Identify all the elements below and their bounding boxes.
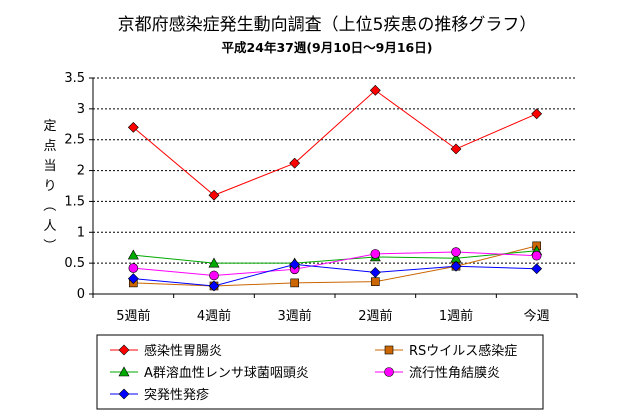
data-point-series-1 <box>208 189 220 201</box>
y-axis-label-char: 人 <box>43 219 56 234</box>
y-axis-label-char: 点 <box>43 139 56 154</box>
data-point-series-3 <box>127 249 139 260</box>
series-group <box>127 84 543 292</box>
legend-label: A群溶血性レンサ球菌咽頭炎 <box>144 366 309 381</box>
legend-marker <box>118 366 130 377</box>
data-point-series-3 <box>208 257 220 268</box>
x-tick-label: 1週前 <box>439 308 473 324</box>
x-tick-label: 3週前 <box>278 308 312 324</box>
data-point-series-5 <box>208 280 220 292</box>
y-axis-label-char: ） <box>41 238 56 251</box>
data-point-series-5 <box>289 258 301 270</box>
data-point-series-1 <box>531 108 543 120</box>
data-point-series-5 <box>127 273 139 284</box>
y-tick-label: 2 <box>77 164 85 179</box>
y-tick-label: 2.5 <box>64 133 85 148</box>
x-tick-label: 5週前 <box>116 308 150 324</box>
data-point-series-1 <box>450 143 462 155</box>
x-tick-labels: 5週前 4週前 3週前 2週前 1週前 今週 <box>116 308 549 324</box>
data-point-series-1 <box>369 84 381 96</box>
data-point-series-1 <box>127 121 139 133</box>
legend-box <box>96 334 544 410</box>
data-point-series-4 <box>370 249 381 259</box>
series-line-2 <box>133 245 537 287</box>
data-point-series-4 <box>209 270 219 281</box>
data-point-series-5 <box>369 266 381 278</box>
series-line-1 <box>133 89 537 196</box>
y-tick-label: 1 <box>77 225 85 240</box>
legend-marker <box>384 367 394 377</box>
x-tick-label: 4週前 <box>197 308 231 324</box>
legend-label: 流行性角結膜炎 <box>409 366 500 381</box>
y-tick-label: 0 <box>77 287 85 302</box>
data-point-series-4 <box>531 250 542 261</box>
data-point-series-5 <box>531 263 543 275</box>
series-line-4 <box>133 251 537 276</box>
data-point-series-2 <box>290 278 299 288</box>
y-tick-labels: 0 0.5 1 1.5 2 2.5 3 3.5 <box>64 71 85 302</box>
legend-marker <box>118 388 130 400</box>
legend-marker <box>384 345 394 355</box>
y-tick-label: 0.5 <box>64 256 85 271</box>
legend-marker <box>118 344 130 356</box>
y-tick-label: 1.5 <box>64 194 85 209</box>
data-point-series-4 <box>451 247 461 257</box>
y-axis-label-char: （ <box>41 198 56 211</box>
y-axis-label-char: 定 <box>43 119 56 134</box>
series-line-5 <box>133 263 537 287</box>
y-axis-label-char: 当 <box>43 159 56 174</box>
legend-label: 感染性胃腸炎 <box>144 343 222 359</box>
y-tick-label: 3.5 <box>64 71 85 86</box>
chart-title: 京都府感染症発生動向調査（上位5疾患の推移グラフ） <box>118 15 537 35</box>
gridlines <box>93 77 577 264</box>
x-tick-label: 2週前 <box>358 308 392 324</box>
legend-label: RSウイルス感染症 <box>409 343 517 359</box>
y-axis-label-char: り <box>43 179 56 194</box>
legend-label: 突発性発疹 <box>144 387 209 403</box>
data-point-series-4 <box>128 263 139 273</box>
data-point-series-5 <box>450 260 462 272</box>
axes <box>89 77 578 298</box>
x-tick-label: 今週 <box>524 308 550 324</box>
data-point-series-2 <box>371 277 380 286</box>
y-tick-label: 3 <box>77 102 85 117</box>
data-point-series-1 <box>289 157 301 169</box>
series-line-3 <box>133 250 537 264</box>
chart-subtitle: 平成24年37週(9月10日～9月16日) <box>222 40 433 55</box>
